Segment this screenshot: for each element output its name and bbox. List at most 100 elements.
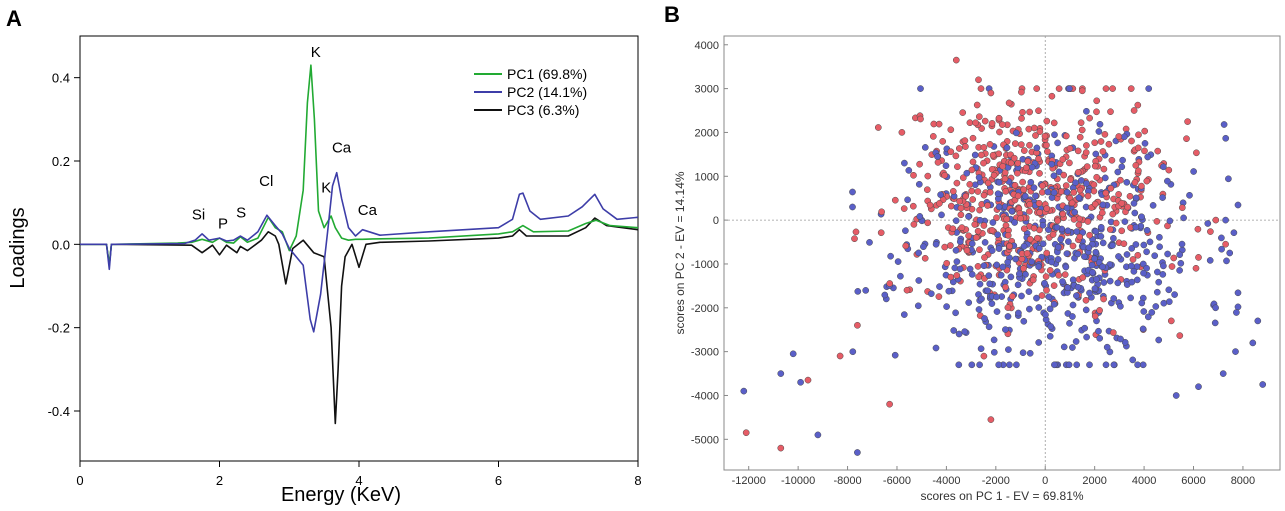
score-point-red: [1124, 203, 1131, 211]
score-point-blue: [1039, 221, 1047, 229]
score-point-blue: [1046, 305, 1054, 313]
score-point-blue: [1180, 214, 1187, 222]
score-point-blue: [1119, 156, 1126, 164]
score-point-blue: [1063, 188, 1071, 196]
score-point-blue: [971, 151, 979, 159]
score-point-blue: [975, 306, 983, 313]
score-point-red: [1078, 126, 1086, 134]
score-point-red: [1062, 182, 1070, 189]
loadings-y-tick-label: -0.2: [48, 321, 70, 336]
score-point-blue: [1069, 313, 1076, 320]
score-point-red: [1195, 254, 1202, 261]
score-point-blue: [1118, 163, 1126, 171]
scores-y-tick-label: -1000: [691, 259, 719, 271]
score-point-blue: [1054, 139, 1061, 147]
score-point-red: [1074, 147, 1082, 155]
score-point-red: [947, 148, 955, 156]
score-point-red: [1193, 149, 1200, 157]
score-point-blue: [1050, 189, 1058, 196]
score-point-red: [1011, 181, 1019, 189]
annotation-cl: Cl: [259, 173, 273, 190]
score-point-red: [909, 202, 917, 210]
score-point-blue: [942, 162, 950, 170]
score-point-red: [1026, 235, 1034, 243]
score-point-red: [1107, 108, 1114, 116]
score-point-blue: [1140, 308, 1148, 315]
scores-y-tick-label: 2000: [695, 127, 719, 139]
score-point-red: [742, 429, 750, 437]
score-point-red: [1002, 188, 1010, 195]
scores-y-ticks: -5000 -4000 -3000 -2000 -1000 0 1000 2000 3000 40…: [691, 40, 728, 446]
scores-x-axis-title: scores on PC 1 - EV = 69.81%: [920, 489, 1083, 503]
score-point-red: [1096, 307, 1103, 314]
score-point-blue: [952, 247, 960, 254]
score-point-blue: [1059, 278, 1066, 285]
score-point-blue: [965, 213, 972, 220]
score-point-red: [957, 211, 965, 219]
score-point-blue: [1072, 179, 1079, 187]
score-point-red: [980, 352, 988, 360]
score-point-red: [1086, 231, 1093, 239]
score-point-red: [957, 204, 965, 212]
score-point-red: [1115, 191, 1122, 198]
score-point-blue: [1047, 323, 1055, 330]
score-point-red: [1084, 218, 1092, 225]
score-point-red: [947, 126, 955, 134]
score-point-blue: [1050, 300, 1058, 308]
panel-b-letter: B: [664, 2, 680, 27]
score-point-blue: [1083, 333, 1090, 341]
annotation-s: S: [236, 204, 246, 221]
score-point-blue: [1130, 268, 1138, 275]
score-point-red: [1059, 210, 1067, 218]
scores-x-tick-label: -2000: [982, 475, 1010, 487]
score-point-blue: [1096, 334, 1104, 342]
score-point-red: [1134, 144, 1142, 152]
score-point-blue: [1035, 245, 1043, 252]
score-point-blue: [988, 247, 996, 254]
score-point-red: [1004, 304, 1012, 311]
score-point-red: [974, 227, 982, 235]
loadings-y-tick-label: 0.4: [52, 71, 70, 86]
scores-y-tick-label: 1000: [695, 171, 719, 183]
score-point-blue: [1128, 245, 1136, 252]
score-point-blue: [1172, 392, 1180, 399]
score-point-red: [1138, 182, 1145, 190]
score-point-red: [1100, 295, 1107, 303]
score-point-red: [962, 192, 970, 200]
scores-x-tick-label: 4000: [1132, 475, 1156, 487]
score-point-red: [1118, 199, 1126, 207]
score-point-blue: [950, 327, 958, 334]
scores-chart: -5000-4000-3000-2000-1000010002000300040…: [673, 35, 1281, 503]
score-point-blue: [1099, 239, 1107, 247]
score-point-red: [1060, 171, 1068, 179]
score-point-blue: [1085, 244, 1093, 252]
score-point-blue: [1046, 332, 1054, 340]
score-point-red: [1067, 176, 1074, 184]
score-point-red: [886, 400, 893, 408]
score-point-blue: [891, 351, 899, 359]
score-point-red: [1100, 165, 1108, 173]
score-point-red: [898, 129, 906, 136]
score-point-blue: [1055, 168, 1063, 176]
score-point-blue: [1007, 273, 1015, 281]
score-point-red: [1036, 209, 1044, 216]
score-point-red: [969, 158, 977, 166]
score-point-blue: [901, 159, 908, 167]
score-point-blue: [849, 203, 856, 211]
score-point-blue: [1143, 248, 1150, 256]
score-point-blue: [921, 144, 929, 151]
loadings-x-tick-label: 0: [76, 473, 83, 488]
annotation-si: Si: [192, 206, 205, 223]
score-point-red: [941, 171, 949, 179]
score-point-blue: [1232, 348, 1239, 355]
score-point-red: [1006, 242, 1013, 250]
scores-x-tick-label: 6000: [1181, 475, 1205, 487]
score-point-red: [1050, 119, 1058, 127]
score-point-red: [966, 119, 974, 127]
score-point-blue: [1165, 298, 1173, 306]
score-point-blue: [1063, 204, 1071, 212]
score-point-blue: [1123, 251, 1131, 258]
score-point-blue: [1082, 306, 1090, 314]
score-point-blue: [1102, 361, 1110, 369]
score-point-blue: [961, 328, 969, 335]
